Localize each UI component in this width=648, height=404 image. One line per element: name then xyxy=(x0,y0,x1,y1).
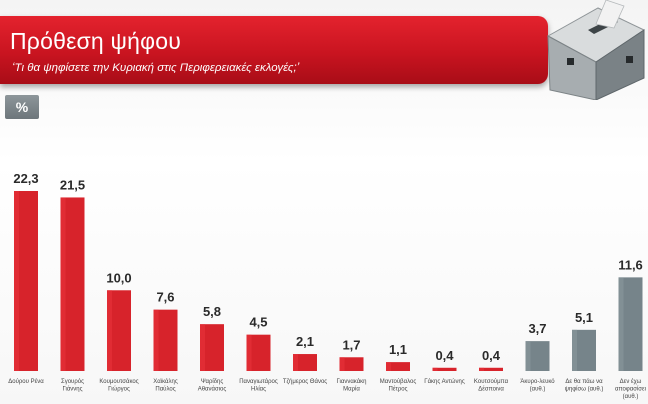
bar xyxy=(479,367,503,371)
bar-highlight xyxy=(107,290,112,371)
chart-subtitle: ‘Τι θα ψηφίσετε την Κυριακή στις Περιφερ… xyxy=(12,62,300,74)
category-label: Ψαρίδης Αθανάσιος xyxy=(198,379,227,393)
bar-highlight xyxy=(293,354,298,371)
bar xyxy=(432,367,457,371)
bar-value-label: 11,6 xyxy=(618,257,643,272)
category-label: Κουμουτσάκος Γιώργος xyxy=(99,378,138,393)
bar-highlight xyxy=(525,341,531,371)
chart-title: Πρόθεση ψήφου xyxy=(10,28,181,54)
category-label: Γάκης Αντώνης xyxy=(424,378,465,385)
bar-value-label: 2,1 xyxy=(296,334,314,349)
title-banner: Πρόθεση ψήφου ‘Τι θα ψηφίσετε την Κυριακ… xyxy=(0,16,548,84)
bar xyxy=(339,357,364,371)
bar-highlight xyxy=(200,324,205,371)
bar-highlight xyxy=(339,357,345,371)
bar xyxy=(386,362,410,371)
bar-highlight xyxy=(60,197,66,371)
category-label: Μαντούβαλος Πέτρος xyxy=(380,379,417,393)
category-label: Δεν έχω αποφασίσει (αυθ.) xyxy=(615,378,647,400)
bar-value-label: 3,7 xyxy=(528,321,546,336)
bar-highlight xyxy=(572,329,577,371)
bar-value-label: 4,5 xyxy=(249,315,267,330)
bar-highlight xyxy=(246,334,252,371)
bar-value-label: 5,1 xyxy=(575,310,593,325)
bar-value-label: 1,1 xyxy=(389,342,407,357)
bar-highlight xyxy=(153,309,159,371)
category-label: Δούρου Ρένα xyxy=(8,378,44,385)
category-label: Άκυρο-λευκό (αυθ.) xyxy=(520,378,555,393)
bar xyxy=(293,354,317,371)
bar-value-label: 7,6 xyxy=(156,290,174,305)
bar-highlight xyxy=(618,277,624,371)
ballot-box-icon xyxy=(546,0,646,100)
bar-value-label: 5,8 xyxy=(203,304,221,319)
unit-badge: % xyxy=(5,95,39,119)
category-label: Δε θα πάω να ψηφίσω (αυθ.) xyxy=(565,378,604,393)
bar-value-label: 10,0 xyxy=(106,270,131,285)
bar-highlight xyxy=(14,191,19,371)
bar-value-label: 0,4 xyxy=(435,348,454,363)
bar-highlight xyxy=(432,367,438,371)
category-label: Τζήμερος Θάνος xyxy=(283,378,327,385)
bar-highlight xyxy=(386,362,391,371)
bar-value-label: 1,7 xyxy=(342,337,360,352)
category-label: Σγουρός Γιάννης xyxy=(61,378,84,393)
category-label: Χαϊκάλης Παύλος xyxy=(153,378,178,393)
bar-value-label: 0,4 xyxy=(482,348,501,363)
category-label: Κουτσούμπα Δέσποινα xyxy=(474,379,509,393)
bar-highlight xyxy=(479,367,484,371)
category-label: Παναγιωτάρος Ηλίας xyxy=(239,378,278,393)
category-label: Γιαννακάκη Μαρία xyxy=(336,378,366,393)
bar-value-label: 21,5 xyxy=(60,177,85,192)
bar-value-label: 22,3 xyxy=(13,171,38,186)
